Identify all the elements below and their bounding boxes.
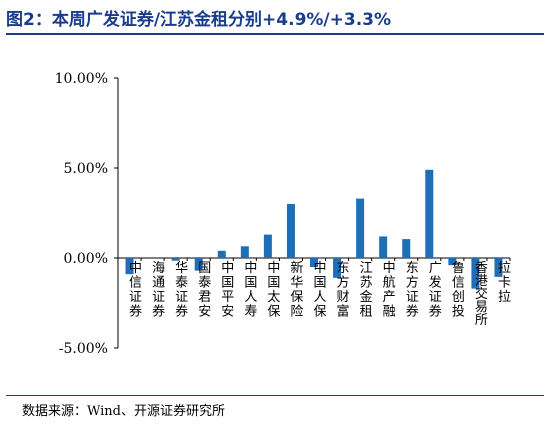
- bar: [171, 258, 180, 261]
- x-tick-label: 香港交易所: [475, 261, 488, 328]
- source-note: 数据来源：Wind、开源证券研究所: [22, 404, 225, 419]
- x-tick-label: 江苏金租: [360, 261, 373, 320]
- x-tick-label: 中国人保: [313, 261, 326, 320]
- bar: [286, 204, 295, 258]
- x-tick-label: 海通证券: [152, 261, 165, 320]
- x-tick-label: 中航产融: [383, 261, 396, 320]
- bar: [217, 250, 226, 258]
- x-tick-label: 中国平安: [221, 261, 234, 320]
- y-tick-label: 0.00%: [64, 251, 108, 267]
- bar: [356, 198, 365, 258]
- bar: [263, 234, 272, 258]
- x-tick-label: 中国人寿: [244, 261, 257, 320]
- bar: [471, 258, 480, 289]
- bar: [379, 236, 388, 258]
- x-tick-label: 华泰证券: [175, 261, 188, 320]
- y-tick-label: 10.00%: [55, 71, 108, 87]
- bar-chart: 10.00%5.00%0.00%-5.00% 中信证券海通证券华泰证券国泰君安中…: [55, 71, 511, 357]
- source-rule: [6, 395, 544, 396]
- bar: [448, 258, 457, 266]
- bar: [125, 258, 134, 275]
- bar: [333, 258, 342, 278]
- x-tick-label: 拉卡拉: [498, 261, 511, 305]
- bar: [425, 169, 434, 258]
- x-tick-label: 鲁信创投: [452, 261, 465, 320]
- x-tick-label: 国泰君安: [198, 261, 211, 320]
- y-tick-label: 5.00%: [64, 161, 108, 177]
- chart-title: 图2：本周广发证券/江苏金租分别+4.9%/+3.3%: [6, 10, 392, 30]
- x-tick-label: 广发证券: [429, 261, 442, 320]
- y-tick-label: -5.00%: [59, 341, 108, 357]
- x-tick-label: 东方证券: [406, 261, 419, 320]
- x-tick-label: 中国太保: [267, 261, 280, 320]
- bar: [310, 258, 318, 267]
- bar: [240, 246, 249, 258]
- bar: [194, 258, 203, 271]
- x-tick-label: 中信证券: [129, 261, 142, 320]
- title-rule: [6, 33, 544, 35]
- x-tick-label: 东方财富: [337, 261, 350, 320]
- bar: [402, 239, 411, 258]
- bar: [494, 258, 503, 277]
- x-tick-label: 新华保险: [290, 260, 303, 320]
